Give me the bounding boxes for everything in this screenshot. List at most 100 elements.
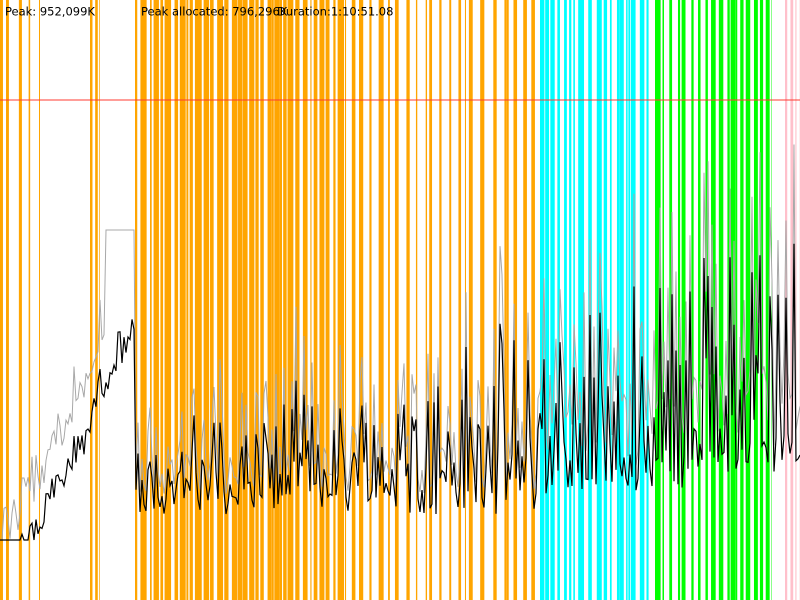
stripe	[217, 0, 224, 600]
stripe	[135, 0, 138, 600]
stripe	[310, 0, 312, 600]
stripe	[302, 0, 308, 600]
stripe	[468, 0, 473, 600]
stripe	[287, 0, 294, 600]
stripe	[313, 0, 318, 600]
stripe	[295, 0, 300, 600]
stripe	[619, 0, 624, 600]
stripe	[506, 0, 509, 600]
stripe	[545, 0, 550, 600]
peak-label: Peak: 952,099K	[5, 5, 95, 19]
stripe	[628, 0, 630, 600]
stripe	[388, 0, 390, 600]
stripe	[38, 0, 40, 600]
stripe	[415, 0, 418, 600]
stripe	[406, 0, 410, 600]
stripe	[174, 0, 179, 600]
stripe	[333, 0, 336, 600]
stripe	[523, 0, 527, 600]
allocated-memory-line	[0, 243, 800, 541]
stripe	[540, 0, 545, 600]
stripe	[550, 0, 555, 600]
stripe	[369, 0, 372, 600]
stripe	[260, 0, 264, 600]
peak-allocated-label: Peak allocated: 796,296K	[141, 5, 288, 19]
duration-label: Duration:1:10:51.08	[277, 5, 393, 19]
stripe	[531, 0, 535, 600]
stripe	[351, 0, 356, 600]
stripe	[18, 0, 22, 600]
stripe	[790, 0, 794, 600]
stripe	[189, 0, 193, 600]
stripe	[795, 0, 797, 600]
stripe	[28, 0, 31, 600]
stripe	[394, 0, 399, 600]
stripe	[425, 0, 428, 600]
stripe	[345, 0, 347, 600]
stripe	[569, 0, 572, 600]
stripe	[186, 0, 189, 600]
stripe	[458, 0, 462, 600]
stripe	[718, 0, 724, 600]
stripe	[646, 0, 649, 600]
stripe	[765, 0, 770, 600]
stripe	[557, 0, 560, 600]
stripe	[493, 0, 497, 600]
stripe	[480, 0, 485, 600]
stripe	[203, 0, 210, 600]
stripe	[249, 0, 255, 600]
stripe	[160, 0, 164, 600]
stripe	[745, 0, 751, 600]
stripe	[681, 0, 686, 600]
stripe	[378, 0, 384, 600]
stripe	[603, 0, 608, 600]
stripe	[616, 0, 620, 600]
stripe	[691, 0, 694, 600]
stripe	[90, 0, 93, 600]
stripe	[588, 0, 592, 600]
stripe	[655, 0, 661, 600]
stripe	[6, 0, 9, 600]
stripe	[705, 0, 708, 600]
stripe	[153, 0, 159, 600]
stripe	[573, 0, 575, 600]
stripe	[179, 0, 186, 600]
stripe	[279, 0, 283, 600]
stripe	[274, 0, 280, 600]
stripe	[578, 0, 585, 600]
stripe	[439, 0, 442, 600]
stripe	[267, 0, 272, 600]
stripe	[359, 0, 364, 600]
stripe	[626, 0, 628, 600]
stripe	[255, 0, 259, 600]
total-memory-line	[0, 144, 800, 541]
stripe	[564, 0, 567, 600]
stripe	[609, 0, 612, 600]
stripe	[95, 0, 98, 600]
stripe	[337, 0, 345, 600]
stripe	[140, 0, 147, 600]
stripe	[210, 0, 214, 600]
stripe	[449, 0, 452, 600]
stripe	[677, 0, 681, 600]
stripe	[504, 0, 507, 600]
stripe	[513, 0, 518, 600]
stripe	[325, 0, 330, 600]
stripe	[740, 0, 744, 600]
stripe	[0, 0, 3, 600]
stripe	[231, 0, 238, 600]
stripe	[662, 0, 664, 600]
stripe	[237, 0, 243, 600]
stripe	[735, 0, 738, 600]
stripe	[224, 0, 229, 600]
stripe	[429, 0, 433, 600]
stripe	[242, 0, 248, 600]
stripe	[194, 0, 202, 600]
stripe	[271, 0, 274, 600]
stripe	[283, 0, 287, 600]
stripe	[698, 0, 701, 600]
stripe	[639, 0, 645, 600]
stripe	[150, 0, 152, 600]
